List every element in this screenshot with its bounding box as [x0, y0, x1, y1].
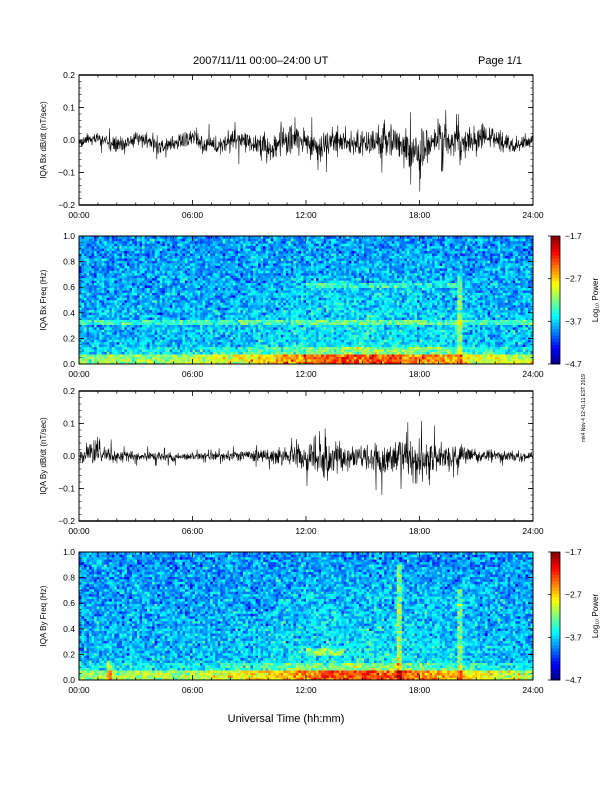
y-axis-label: IQA Bx dB/dt (nT/sec) [39, 101, 48, 179]
x-tick-label: 24:00 [522, 526, 544, 536]
colorbar-tick-label: −3.7 [565, 632, 582, 642]
colorbar: −1.7 −2.7 −3.7 −4.7 Log₁₀ Power [548, 231, 600, 369]
y-tick-label: 0.0 [63, 675, 75, 685]
y-tick-label: 0.6 [63, 282, 75, 292]
x-axis-label: Universal Time (hh:mm) [228, 713, 345, 725]
colorbar-tick-label: −2.7 [565, 274, 582, 284]
x-tick-label: 06:00 [182, 210, 204, 220]
colorbar-label: Log₁₀ Power [591, 278, 600, 323]
x-tick-label: 06:00 [182, 685, 204, 695]
spectrogram-cells [79, 552, 534, 681]
x-tick-label: 06:00 [182, 369, 204, 379]
series-trace [78, 420, 534, 495]
colorbar-tick-label: −3.7 [565, 316, 582, 326]
x-tick-label: 18:00 [409, 685, 431, 695]
y-tick-label: 0.2 [63, 70, 75, 80]
colorbar: −1.7 −2.7 −3.7 −4.7 Log₁₀ Power [548, 547, 600, 685]
y-tick-label: 0.0 [63, 135, 75, 145]
y-tick-label: −0.2 [58, 200, 75, 210]
colorbar-tick-label: −4.7 [565, 675, 582, 685]
colorbar-label: Log₁₀ Power [591, 594, 600, 639]
x-tick-label: 18:00 [409, 526, 431, 536]
y-axis-label: IQA By Freq (Hz) [39, 585, 48, 646]
panel-1: 00:00 06:00 12:00 18:00 24:00 −0.2 −0.1 0.0 0.1 0… [39, 70, 544, 220]
x-tick-label: 24:00 [522, 685, 544, 695]
panel-3: 00:00 06:00 12:00 18:00 24:00 −0.2 −0.1 0.0 0.1 0… [39, 386, 544, 536]
x-tick-label: 12:00 [295, 685, 317, 695]
colorbar-tick-label: −2.7 [565, 590, 582, 600]
x-tick-label: 18:00 [409, 369, 431, 379]
y-tick-label: 1.0 [63, 231, 75, 241]
x-tick-label: 12:00 [295, 210, 317, 220]
y-tick-label: 0.1 [63, 103, 75, 113]
y-tick-label: 0.0 [63, 451, 75, 461]
y-tick-label: 0.8 [63, 257, 75, 267]
x-tick-label: 24:00 [522, 210, 544, 220]
y-tick-label: 0.2 [63, 386, 75, 396]
y-tick-label: 0.6 [63, 598, 75, 608]
x-tick-label: 00:00 [68, 685, 90, 695]
panel-2: −1.7 −2.7 −3.7 −4.7 Log₁₀ Power 00:00 06:00 12:… [39, 231, 600, 379]
spectrogram-cells [79, 236, 534, 365]
y-tick-label: 0.1 [63, 419, 75, 429]
y-tick-label: 0.2 [63, 333, 75, 343]
colorbar-tick-label: −1.7 [565, 231, 582, 241]
x-tick-label: 00:00 [68, 210, 90, 220]
y-tick-label: 0.4 [63, 624, 75, 634]
x-tick-label: 06:00 [182, 526, 204, 536]
y-tick-label: 1.0 [63, 547, 75, 557]
series-trace [78, 110, 534, 192]
colorbar-tick-label: −1.7 [565, 547, 582, 557]
y-axis-label: IQA Bx Freq (Hz) [39, 269, 48, 330]
figure-title: 2007/11/11 00:00–24:00 UT [193, 55, 329, 67]
y-tick-label: −0.1 [58, 168, 75, 178]
y-tick-label: −0.1 [58, 484, 75, 494]
y-axis-label: IQA By dB/dt (nT/sec) [39, 417, 48, 495]
y-tick-label: 0.8 [63, 573, 75, 583]
colorbar-tick-label: −4.7 [565, 359, 582, 369]
x-tick-label: 24:00 [522, 369, 544, 379]
x-tick-label: 00:00 [68, 369, 90, 379]
y-tick-label: 0.4 [63, 308, 75, 318]
x-tick-label: 18:00 [409, 210, 431, 220]
x-tick-label: 12:00 [295, 369, 317, 379]
x-tick-label: 00:00 [68, 526, 90, 536]
y-tick-label: −0.2 [58, 516, 75, 526]
page-indicator: Page 1/1 [478, 55, 523, 67]
y-tick-label: 0.2 [63, 649, 75, 659]
y-tick-label: 0.0 [63, 359, 75, 369]
panel-4: −1.7 −2.7 −3.7 −4.7 Log₁₀ Power 00:00 06:00 12:… [39, 547, 600, 725]
x-tick-label: 12:00 [295, 526, 317, 536]
